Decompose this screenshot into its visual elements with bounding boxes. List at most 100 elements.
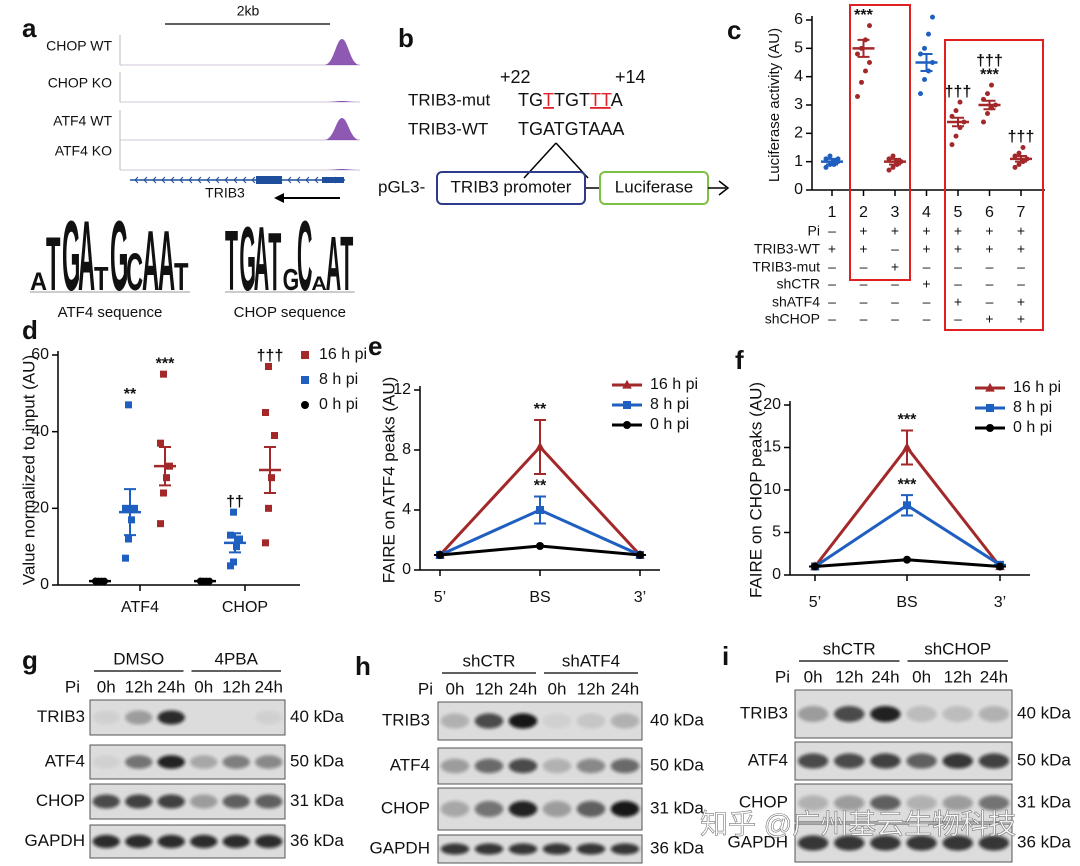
condition-value: + bbox=[985, 311, 993, 327]
logo-letter: G bbox=[110, 202, 128, 312]
band bbox=[92, 834, 120, 849]
data-point bbox=[160, 489, 167, 497]
blot-strip bbox=[437, 701, 643, 741]
data-point bbox=[536, 542, 544, 550]
band bbox=[906, 706, 937, 722]
logo-letter: T bbox=[225, 215, 238, 310]
protein-label: GAPDH bbox=[728, 832, 788, 851]
data-point bbox=[996, 562, 1004, 571]
size-label: 31 kDa bbox=[1017, 792, 1071, 811]
protein-label: GAPDH bbox=[370, 838, 430, 857]
gene-chevron bbox=[296, 176, 301, 184]
time-label: 12h bbox=[835, 667, 863, 686]
x-tick-label: 5’ bbox=[809, 594, 821, 611]
band bbox=[542, 843, 572, 855]
gene-arrowhead bbox=[274, 193, 284, 203]
condition-value: – bbox=[828, 223, 836, 239]
band bbox=[870, 835, 901, 851]
annotation: ** bbox=[124, 386, 137, 403]
y-tick-label: 0 bbox=[794, 181, 803, 198]
gene-chevron bbox=[152, 176, 157, 184]
annotation: ** bbox=[534, 401, 547, 418]
panel-label: g bbox=[22, 645, 38, 675]
band bbox=[942, 706, 973, 722]
band bbox=[125, 794, 153, 809]
condition-value: + bbox=[985, 241, 993, 257]
annotation: ††† bbox=[945, 83, 972, 100]
error-bar bbox=[94, 579, 106, 584]
condition-value: + bbox=[891, 223, 899, 239]
panel-label: b bbox=[398, 23, 414, 53]
blot-strip bbox=[437, 787, 643, 831]
legend-label: 0 h pi bbox=[1013, 419, 1052, 436]
gene-chevron bbox=[143, 176, 148, 184]
data-point bbox=[922, 45, 927, 51]
pi-label: Pi bbox=[418, 679, 433, 698]
condition-value: – bbox=[923, 311, 931, 327]
time-label: 12h bbox=[125, 677, 153, 696]
band bbox=[834, 835, 865, 851]
band bbox=[508, 758, 538, 774]
condition-value: – bbox=[954, 276, 962, 292]
y-tick-label: 2 bbox=[794, 125, 803, 142]
position: +22 bbox=[500, 67, 531, 87]
band bbox=[576, 801, 606, 817]
data-point bbox=[125, 401, 132, 409]
data-point bbox=[867, 60, 872, 65]
error-bar bbox=[264, 446, 276, 494]
annotation: *** bbox=[898, 476, 917, 493]
data-point bbox=[536, 506, 544, 514]
band bbox=[190, 755, 218, 769]
band bbox=[190, 834, 218, 849]
legend-label: 0 h pi bbox=[650, 416, 689, 433]
size-label: 36 kDa bbox=[650, 838, 704, 857]
error-bar bbox=[857, 38, 870, 58]
band bbox=[508, 713, 538, 729]
condition-value: + bbox=[1017, 294, 1025, 310]
gene-chevron bbox=[134, 176, 139, 184]
data-point bbox=[1016, 162, 1022, 167]
data-point bbox=[890, 164, 896, 170]
band bbox=[978, 835, 1010, 851]
y-tick-label: 5 bbox=[772, 524, 781, 541]
data-point bbox=[636, 551, 644, 559]
gene-chevron bbox=[251, 176, 256, 184]
data-point bbox=[989, 82, 994, 88]
time-label: 0h bbox=[446, 679, 465, 698]
legend-marker bbox=[301, 351, 309, 359]
gene-chevron bbox=[224, 176, 229, 184]
band bbox=[125, 710, 153, 725]
band bbox=[157, 834, 185, 849]
band bbox=[870, 706, 901, 722]
x-tick-label: 1 bbox=[828, 204, 837, 221]
track-label: ATF4 WT bbox=[53, 113, 112, 129]
legend-marker bbox=[622, 379, 632, 389]
size-label: 40 kDa bbox=[650, 710, 704, 729]
time-label: 0h bbox=[804, 667, 823, 686]
band bbox=[222, 794, 250, 809]
reporter-arrow bbox=[708, 180, 730, 196]
condition-value: + bbox=[985, 223, 993, 239]
data-point bbox=[855, 94, 860, 99]
condition-value: – bbox=[828, 311, 836, 327]
condition-value: – bbox=[891, 276, 899, 292]
time-label: 12h bbox=[944, 667, 972, 686]
logo-letter: T bbox=[94, 261, 109, 298]
logo-letter: A bbox=[326, 222, 341, 308]
seq-label: TRIB3-mut bbox=[408, 90, 490, 109]
annotation: *** bbox=[898, 412, 917, 429]
data-point bbox=[890, 153, 896, 159]
band bbox=[474, 843, 504, 855]
logo-letter: T bbox=[268, 215, 281, 308]
y-axis-label: FAIRE on CHOP peaks (AU) bbox=[746, 382, 765, 598]
protein-label: TRIB3 bbox=[382, 710, 430, 729]
x-tick-label: 4 bbox=[922, 204, 931, 221]
blot-strip bbox=[794, 823, 1013, 863]
data-point bbox=[233, 543, 240, 551]
legend-label: 8 h pi bbox=[1013, 399, 1052, 416]
y-tick-label: 0 bbox=[40, 576, 49, 593]
condition-value: + bbox=[1017, 223, 1025, 239]
x-tick-label: 3 bbox=[891, 204, 900, 221]
condition-value: + bbox=[922, 223, 930, 239]
logo-letter: G bbox=[62, 202, 80, 312]
